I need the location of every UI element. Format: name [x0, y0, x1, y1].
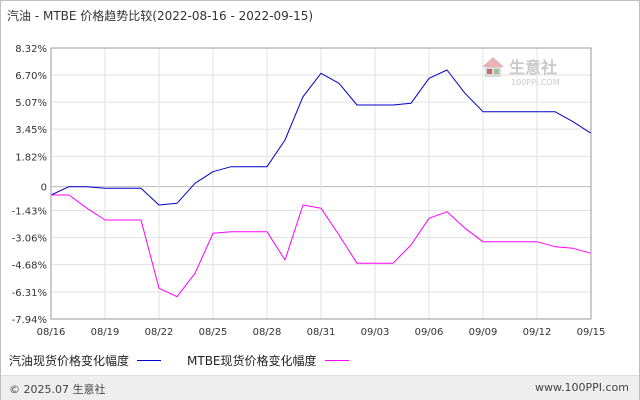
series-lines: [50, 69, 592, 298]
price-trend-chart: 8.32% 6.70% 5.07% 3.45% 1.82% 0 -1.43% -3.06% -4…: [12, 44, 606, 338]
footer-bar: © 2025.07 生意社 www.100PPI.com: [1, 375, 639, 400]
house-logo-icon: [482, 57, 504, 77]
x-tick-label: 08/25: [199, 327, 228, 338]
x-tick-label: 08/19: [91, 327, 120, 338]
x-tick-label: 08/28: [253, 327, 282, 338]
legend-label-mtbe: MTBE现货价格变化幅度: [187, 354, 317, 368]
x-axis-ticks: 08/16 08/19 08/22 08/25 08/28 08/31 09/03 09/06…: [37, 327, 606, 338]
y-tick-label: 8.32%: [15, 44, 47, 55]
grid-lines: [50, 47, 592, 320]
plot-border: [50, 47, 592, 320]
y-tick-label: 3.45%: [15, 125, 47, 136]
x-tick-label: 09/09: [469, 327, 498, 338]
series-line-mtbe: [51, 194, 592, 298]
x-tick-label: 09/06: [415, 327, 444, 338]
x-tick-label: 09/03: [361, 327, 390, 338]
x-tick-label: 09/15: [577, 327, 606, 338]
legend-swatch-gasoline: [137, 360, 162, 361]
y-tick-label: 6.70%: [15, 71, 47, 82]
legend-item-gasoline: 汽油现货价格变化幅度: [9, 352, 162, 369]
legend: 汽油现货价格变化幅度 MTBE现货价格变化幅度: [9, 352, 375, 369]
chart-title: 汽油 - MTBE 价格趋势比较(2022-08-16 - 2022-09-15…: [7, 9, 314, 23]
y-tick-label: 5.07%: [15, 98, 47, 109]
y-tick-label: -6.31%: [12, 288, 47, 299]
x-tick-label: 08/22: [145, 327, 174, 338]
x-tick-label: 08/31: [307, 327, 336, 338]
x-tick-label: 09/12: [523, 327, 552, 338]
y-tick-label: -3.06%: [12, 234, 47, 245]
y-axis-ticks: 8.32% 6.70% 5.07% 3.45% 1.82% 0 -1.43% -3.06% -4…: [12, 44, 47, 326]
legend-label-gasoline: 汽油现货价格变化幅度: [9, 354, 130, 368]
y-tick-label: -7.94%: [12, 315, 47, 326]
y-tick-label: 0: [41, 183, 47, 194]
y-tick-label: -1.43%: [12, 207, 47, 218]
legend-item-mtbe: MTBE现货价格变化幅度: [187, 352, 349, 369]
footer-copyright: © 2025.07 生意社: [9, 383, 106, 396]
watermark: 生意社 100PPI.COM: [482, 57, 560, 87]
legend-swatch-mtbe: [324, 360, 349, 361]
y-tick-label: -4.68%: [12, 261, 47, 272]
y-tick-label: 1.82%: [15, 152, 47, 163]
footer-site: www.100PPI.com: [535, 381, 629, 394]
x-tick-label: 08/16: [37, 327, 66, 338]
watermark-url: 100PPI.COM: [511, 78, 560, 87]
series-line-gasoline: [50, 69, 592, 206]
watermark-text: 生意社: [509, 58, 557, 77]
